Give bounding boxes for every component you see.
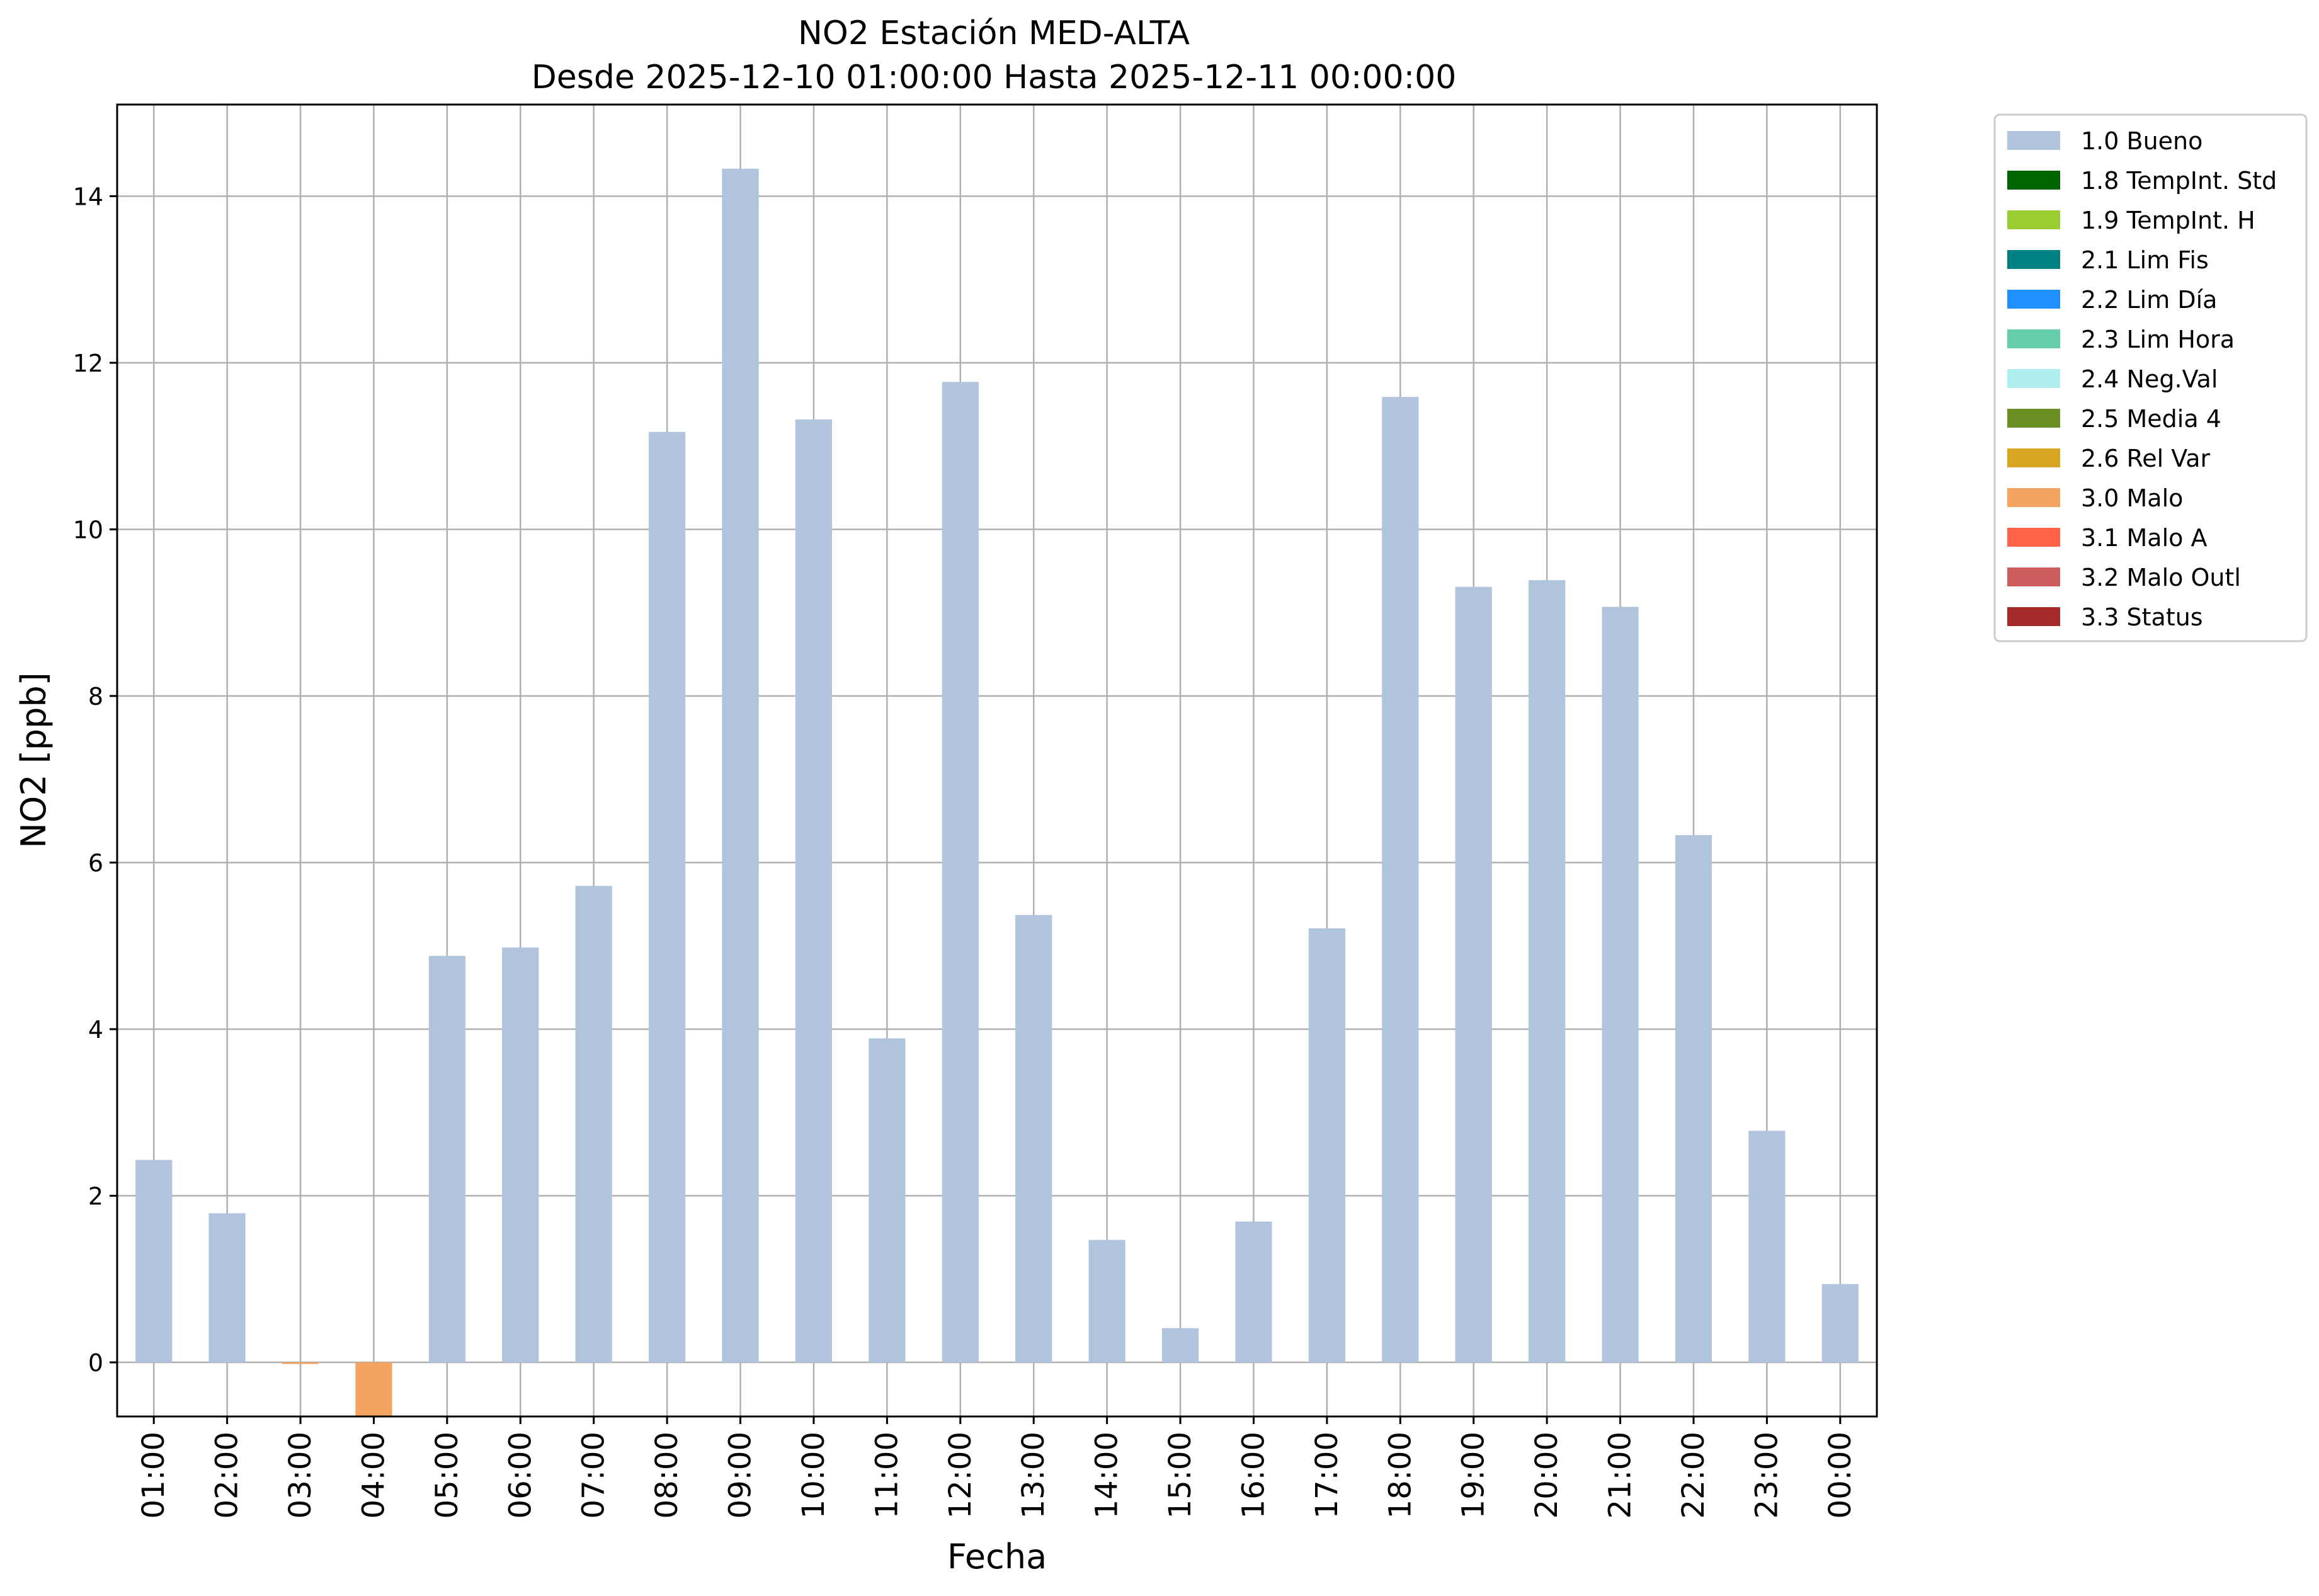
bar [869,1038,906,1363]
legend-label: 2.2 Lim Día [2081,286,2217,314]
x-tick-label: 10:00 [796,1432,831,1519]
y-tick-label: 0 [88,1349,103,1377]
x-tick-label: 01:00 [136,1432,171,1519]
bar [942,382,979,1363]
x-tick-label: 05:00 [430,1432,465,1519]
legend-label: 3.1 Malo A [2081,524,2207,552]
bar [649,431,686,1363]
x-axis-label: Fecha [947,1537,1047,1576]
legend-label: 3.0 Malo [2081,484,2183,512]
x-tick-label: 23:00 [1749,1432,1784,1519]
x-tick-label: 21:00 [1603,1432,1638,1519]
x-tick-label: 08:00 [649,1432,685,1519]
legend-swatch [2007,448,2060,467]
legend-label: 2.5 Media 4 [2081,405,2221,433]
x-tick-label: 19:00 [1456,1432,1491,1519]
legend-label: 3.3 Status [2081,603,2203,631]
bar [208,1213,246,1363]
x-tick-label: 09:00 [723,1432,758,1519]
legend-swatch [2007,329,2060,348]
x-tick-label: 02:00 [210,1432,245,1519]
x-tick-label: 11:00 [869,1432,904,1519]
legend-items: 1.0 Bueno 1.8 TempInt. Std 1.9 TempInt. H 2… [2007,127,2277,631]
x-tick-label: 06:00 [503,1432,538,1519]
x-tick-label: 16:00 [1236,1432,1271,1519]
bar [1602,607,1639,1363]
legend-label: 1.8 TempInt. Std [2081,167,2277,195]
y-tick-label: 12 [73,350,103,377]
bar [1675,835,1712,1363]
legend-swatch [2007,369,2060,388]
bar [1235,1221,1272,1363]
legend: 1.0 Bueno 1.8 TempInt. Std 1.9 TempInt. H 2… [1993,113,2308,642]
legend-swatch [2007,210,2060,229]
bar [355,1362,392,1416]
bar [502,947,539,1363]
legend-label: 1.9 TempInt. H [2081,207,2255,234]
legend-swatch [2007,528,2060,547]
x-tick-label: 04:00 [356,1432,391,1519]
legend-box [1993,113,2308,642]
bar [575,886,612,1363]
legend-swatch [2007,250,2060,269]
x-tick-label: 17:00 [1309,1432,1345,1519]
bar-series [135,168,1859,1416]
y-axis-label: NO2 [ppb] [14,672,54,848]
bar [282,1362,319,1364]
legend-label: 2.4 Neg.Val [2081,365,2218,393]
legend-label: 2.6 Rel Var [2081,445,2211,472]
x-tick-label: 12:00 [943,1432,978,1519]
bar [722,168,759,1363]
x-tick-label: 22:00 [1676,1432,1711,1519]
bar [1088,1240,1125,1363]
bar [1382,397,1419,1363]
bar [1161,1328,1199,1363]
bar [1015,915,1052,1363]
bar [135,1160,173,1363]
legend-label: 1.0 Bueno [2081,127,2202,155]
bar [1748,1131,1786,1363]
y-tick-label: 4 [88,1016,103,1044]
bar [1455,586,1492,1363]
x-tick-label: 00:00 [1823,1432,1858,1519]
y-axis-ticks: 0 2 4 6 8 10 12 14 [73,183,117,1377]
legend-swatch [2007,131,2060,150]
y-tick-label: 6 [88,850,103,877]
x-tick-label: 03:00 [283,1432,318,1519]
y-tick-label: 14 [73,183,103,210]
plot-frame [116,103,1878,1418]
y-tick-label: 2 [88,1183,103,1211]
x-tick-label: 20:00 [1529,1432,1564,1519]
chart-subtitle: Desde 2025-12-10 01:00:00 Hasta 2025-12-… [532,59,1457,96]
legend-swatch [2007,290,2060,309]
legend-swatch [2007,488,2060,507]
x-tick-label: 15:00 [1163,1432,1198,1519]
bar [795,419,833,1363]
legend-swatch [2007,171,2060,190]
x-tick-label: 07:00 [576,1432,612,1519]
x-axis-ticks: 01:00 02:00 03:00 04:00 05:00 06:00 07:00 08:00… [136,1416,1858,1519]
legend-swatch [2007,607,2060,626]
y-tick-label: 10 [73,516,103,544]
x-tick-label: 14:00 [1090,1432,1125,1519]
bar [1529,580,1566,1363]
y-tick-label: 8 [88,683,103,710]
legend-swatch [2007,567,2060,586]
chart-title: NO2 Estación MED-ALTA [798,14,1190,52]
x-tick-label: 13:00 [1016,1432,1051,1519]
bar [428,955,465,1363]
legend-label: 2.3 Lim Hora [2081,326,2235,353]
legend-label: 3.2 Malo Outl [2081,564,2241,591]
bar [1821,1284,1859,1363]
bar [1308,928,1345,1363]
legend-label: 2.1 Lim Fis [2081,246,2209,274]
x-tick-label: 18:00 [1382,1432,1418,1519]
legend-swatch [2007,409,2060,428]
